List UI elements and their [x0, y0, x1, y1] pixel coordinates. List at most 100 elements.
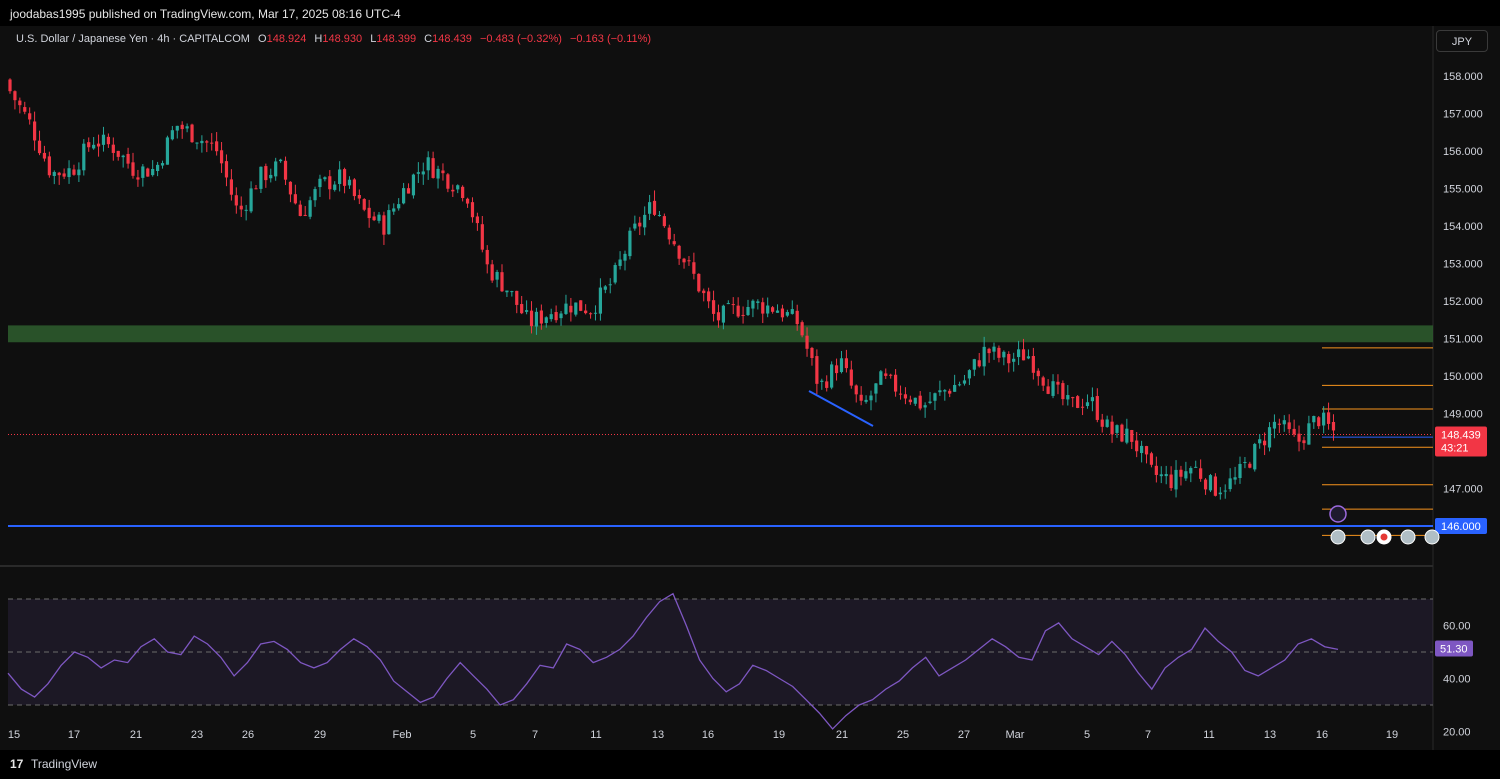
candle-body: [854, 385, 858, 395]
candle-body: [953, 384, 957, 392]
candle-body: [1233, 477, 1237, 480]
candle-body: [175, 125, 179, 131]
candle-body: [1243, 461, 1247, 463]
candle-body: [279, 159, 283, 162]
candle-body: [465, 198, 470, 204]
candle-body: [933, 393, 937, 401]
price-tick-label: 150.000: [1443, 371, 1483, 383]
candle-body: [151, 168, 155, 176]
candle-body: [1021, 349, 1026, 361]
candle-body: [210, 142, 214, 144]
candle-body: [1031, 355, 1035, 373]
candle-body: [52, 172, 56, 177]
candle-body: [889, 374, 893, 376]
price-tick-label: 154.000: [1443, 221, 1483, 233]
candle-body: [1164, 474, 1168, 477]
candle-body: [1317, 417, 1321, 427]
candle-body: [1272, 421, 1277, 429]
candle-body: [1253, 444, 1257, 470]
candle-body: [1090, 397, 1094, 402]
candle-body: [643, 214, 647, 228]
candle-body: [652, 200, 657, 215]
candle-body: [62, 173, 66, 177]
candle-body: [431, 158, 435, 178]
candle-body: [229, 179, 233, 195]
candle-body: [805, 335, 809, 349]
candle-body: [1331, 421, 1336, 431]
candle-body: [766, 305, 770, 314]
candle-body: [426, 157, 430, 171]
candle-body: [697, 273, 701, 292]
x-tick-label: 11: [590, 729, 601, 741]
x-tick-label: 26: [242, 729, 254, 741]
candle-body: [264, 166, 268, 181]
price-tick-label: 152.000: [1443, 296, 1483, 308]
currency-button[interactable]: JPY: [1436, 30, 1488, 52]
candle-body: [957, 384, 962, 386]
candle-body: [972, 359, 976, 370]
candle-body: [121, 155, 125, 158]
candle-body: [810, 347, 814, 359]
x-tick-label: 21: [836, 729, 848, 741]
candle-body: [57, 172, 61, 176]
candle-body: [1322, 412, 1326, 426]
candle-body: [859, 394, 863, 401]
chart-area[interactable]: 158.000 157.000 156.000 155.000 154.000 153.0…: [0, 26, 1500, 750]
candle-body: [28, 113, 32, 120]
change-value: −0.483 (−0.32%): [479, 33, 562, 45]
candle-body: [795, 310, 799, 325]
candle-body: [898, 393, 903, 395]
candle-body: [756, 301, 760, 303]
candle-body: [1287, 422, 1291, 430]
candle-body: [342, 169, 347, 186]
candle-body: [549, 314, 553, 320]
candle-body: [239, 205, 243, 210]
support-price-label: 146.000: [1441, 521, 1481, 533]
x-tick-label: 13: [652, 729, 664, 741]
candle-body: [244, 209, 248, 211]
candle-body: [554, 312, 558, 321]
candle-body: [510, 291, 514, 293]
symbol-title[interactable]: U.S. Dollar / Japanese Yen · 4h · CAPITA…: [16, 33, 250, 45]
chart-canvas[interactable]: 158.000 157.000 156.000 155.000 154.000 153.0…: [0, 26, 1500, 750]
candle-body: [37, 140, 42, 154]
candle-body: [131, 162, 135, 176]
candle-body: [820, 380, 824, 382]
open-value: 148.924: [266, 33, 307, 45]
candle-body: [1174, 469, 1178, 490]
candle-body: [687, 260, 691, 262]
candle-body: [997, 347, 1001, 358]
candle-body: [470, 202, 475, 218]
candle-body: [707, 291, 711, 302]
candle-body: [830, 364, 834, 388]
candle-body: [402, 188, 406, 204]
last-price-tag: [1435, 426, 1487, 457]
candle-body: [274, 161, 278, 177]
candle-body: [338, 169, 342, 184]
candle-body: [1071, 397, 1075, 399]
candle-body: [106, 136, 110, 145]
candle-body: [1312, 416, 1316, 423]
candle-body: [928, 401, 932, 404]
candle-body: [190, 124, 194, 143]
candle-body: [451, 189, 455, 192]
candle-body: [377, 214, 381, 221]
price-tick-label: 147.000: [1443, 484, 1483, 496]
candle-body: [116, 150, 120, 157]
candle-body: [613, 265, 617, 283]
candle-body: [977, 360, 981, 367]
candle-body: [1115, 425, 1119, 433]
candle-body: [352, 179, 356, 197]
x-tick-label: 16: [702, 729, 714, 741]
candle-body: [72, 169, 76, 175]
candle-body: [1012, 358, 1016, 362]
candle-body: [42, 152, 47, 159]
candle-body: [126, 153, 130, 164]
x-tick-label: Feb: [393, 729, 412, 741]
candle-body: [1307, 423, 1311, 445]
rsi-line: [7, 592, 1339, 730]
candle-body: [908, 399, 912, 403]
candle-body: [200, 140, 204, 144]
candle-body: [692, 262, 696, 274]
x-tick-label: 21: [130, 729, 142, 741]
